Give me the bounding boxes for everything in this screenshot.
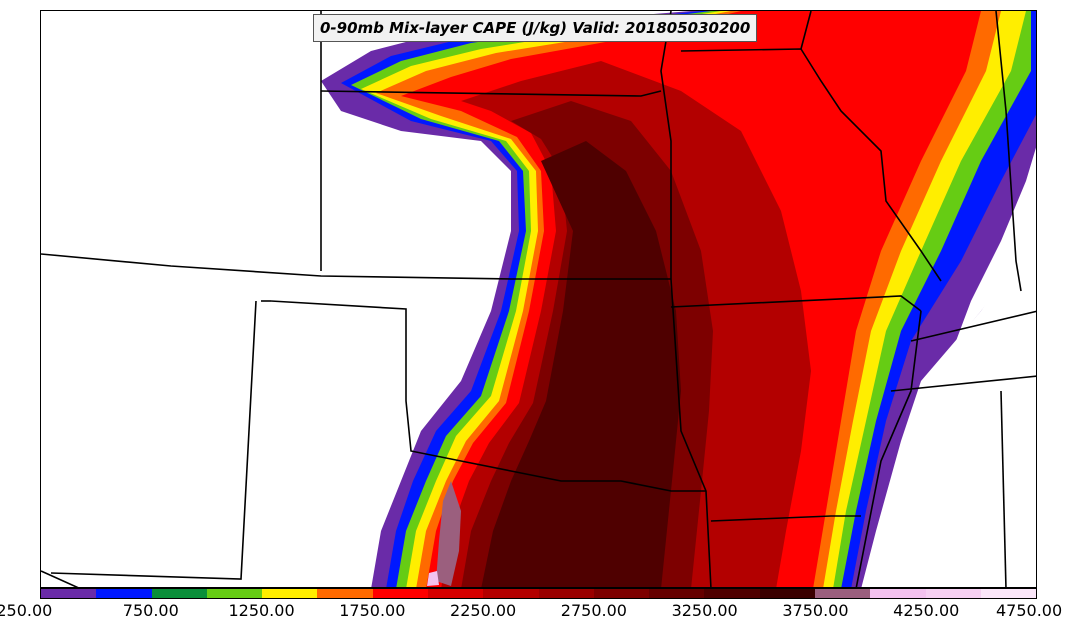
colorbar-tick-label: 3250.00 bbox=[671, 601, 738, 620]
colorbar-segment bbox=[372, 589, 428, 598]
colorbar-segment bbox=[538, 589, 594, 598]
state-borders bbox=[41, 11, 1036, 587]
contour-band-3750 bbox=[436, 481, 461, 586]
colorbar-tick-label: 1750.00 bbox=[339, 601, 406, 620]
colorbar-segment bbox=[206, 589, 263, 598]
cape-contour-field bbox=[41, 11, 1036, 587]
colorbar-tick-label: 2750.00 bbox=[560, 601, 627, 620]
contour-band-4250 bbox=[427, 571, 439, 586]
colorbar-segment bbox=[870, 589, 926, 598]
colorbar-segment bbox=[593, 589, 650, 598]
colorbar-tick-label: 4250.00 bbox=[893, 601, 960, 620]
colorbar-tick-label: 250.00 bbox=[0, 601, 53, 620]
cape-void-east bbox=[956, 147, 1036, 341]
colorbar-segment bbox=[814, 589, 871, 598]
cape-void-nw bbox=[159, 41, 221, 126]
cape-map bbox=[40, 10, 1037, 588]
colorbar-segment bbox=[704, 589, 760, 598]
map-title: 0-90mb Mix-layer CAPE (J/kg) Valid: 2018… bbox=[313, 14, 758, 42]
colorbar-segment bbox=[427, 589, 484, 598]
colorbar-segment bbox=[151, 589, 207, 598]
colorbar-segment bbox=[317, 589, 373, 598]
colorbar-segment bbox=[262, 589, 318, 598]
colorbar-tick-label: 2250.00 bbox=[450, 601, 517, 620]
colorbar-segment bbox=[96, 589, 152, 598]
colorbar-tick-label: 750.00 bbox=[122, 601, 179, 620]
cape-colorbar bbox=[40, 588, 1037, 599]
colorbar-segment bbox=[925, 589, 981, 598]
colorbar-segment bbox=[41, 589, 97, 598]
colorbar-tick-label: 4750.00 bbox=[995, 601, 1063, 620]
colorbar-tick-label: 3750.00 bbox=[782, 601, 849, 620]
colorbar-segment bbox=[759, 589, 815, 598]
colorbar-segment bbox=[483, 589, 539, 598]
colorbar-tick-label: 1250.00 bbox=[228, 601, 295, 620]
colorbar-segment bbox=[649, 589, 705, 598]
colorbar-segment bbox=[980, 589, 1037, 598]
